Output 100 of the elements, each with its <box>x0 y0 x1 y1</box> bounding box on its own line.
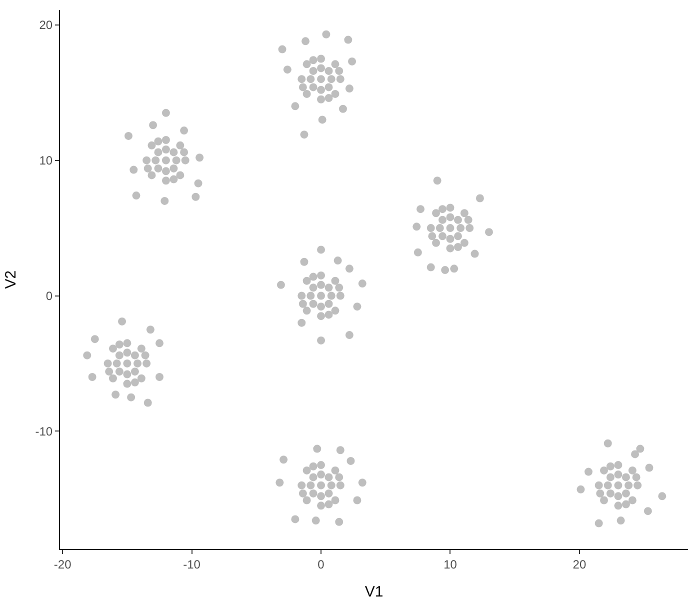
point <box>298 300 307 308</box>
point <box>622 489 630 498</box>
point <box>606 489 614 498</box>
point <box>123 359 132 368</box>
point <box>324 66 333 75</box>
point <box>300 130 308 139</box>
point <box>298 75 306 84</box>
point <box>594 481 603 490</box>
point <box>345 331 354 340</box>
point <box>346 456 355 465</box>
point <box>324 500 333 508</box>
point <box>309 83 318 92</box>
point <box>446 224 454 232</box>
point <box>331 276 340 285</box>
point <box>322 30 330 38</box>
point <box>309 489 318 498</box>
point <box>302 90 311 98</box>
point <box>160 196 169 205</box>
point <box>614 502 622 510</box>
point <box>628 466 636 474</box>
point <box>606 473 614 482</box>
point <box>604 439 612 448</box>
point <box>466 224 474 232</box>
x-tick-label: 0 <box>318 557 325 572</box>
point <box>438 232 446 240</box>
point <box>132 192 140 200</box>
point <box>309 462 318 470</box>
point <box>88 373 96 382</box>
point <box>331 496 340 504</box>
point <box>336 292 344 300</box>
point <box>302 496 311 504</box>
point <box>309 284 318 292</box>
point <box>428 232 436 240</box>
point <box>306 292 315 300</box>
point <box>309 272 318 281</box>
point <box>336 446 344 454</box>
point <box>309 56 318 64</box>
point <box>317 271 326 280</box>
point <box>616 516 625 525</box>
point <box>130 351 139 360</box>
point <box>144 398 152 407</box>
point <box>162 176 170 185</box>
point <box>317 280 326 289</box>
point <box>302 276 311 285</box>
point <box>123 348 132 357</box>
point <box>324 83 333 92</box>
point <box>318 116 326 124</box>
point <box>658 492 666 500</box>
point <box>130 378 139 386</box>
point <box>624 481 633 490</box>
point <box>436 224 444 232</box>
point <box>476 194 484 202</box>
point <box>124 132 132 140</box>
point <box>446 213 454 222</box>
point <box>338 104 347 113</box>
point <box>118 317 126 326</box>
point <box>324 473 333 482</box>
point <box>162 167 170 176</box>
point <box>309 473 318 482</box>
point <box>162 145 170 154</box>
point <box>358 280 366 288</box>
point <box>302 466 311 474</box>
point <box>176 141 184 150</box>
point <box>112 390 120 399</box>
point <box>196 154 204 162</box>
point <box>298 292 306 300</box>
point <box>634 481 642 490</box>
point <box>614 461 622 470</box>
point <box>335 518 344 526</box>
point <box>335 66 344 75</box>
point <box>146 326 154 334</box>
point <box>426 224 435 232</box>
point <box>154 148 162 156</box>
point <box>432 238 440 247</box>
point <box>300 258 308 266</box>
point <box>485 228 493 236</box>
point <box>130 368 139 376</box>
point <box>604 481 612 490</box>
y-tick-label: -10 <box>35 424 53 438</box>
point <box>454 243 462 251</box>
point <box>317 95 326 104</box>
point <box>596 489 604 498</box>
point <box>331 306 340 315</box>
point <box>645 464 654 472</box>
point <box>631 450 640 458</box>
point <box>348 57 356 66</box>
point <box>426 263 435 272</box>
point <box>302 60 311 68</box>
point <box>276 478 284 487</box>
point <box>576 485 585 494</box>
point <box>454 216 462 224</box>
point <box>432 209 440 218</box>
point <box>123 380 132 388</box>
x-tick-label: -10 <box>183 557 201 572</box>
point <box>180 126 188 135</box>
point <box>317 54 326 63</box>
point <box>336 75 344 84</box>
point <box>162 108 170 117</box>
point <box>614 492 622 500</box>
point <box>280 456 288 464</box>
